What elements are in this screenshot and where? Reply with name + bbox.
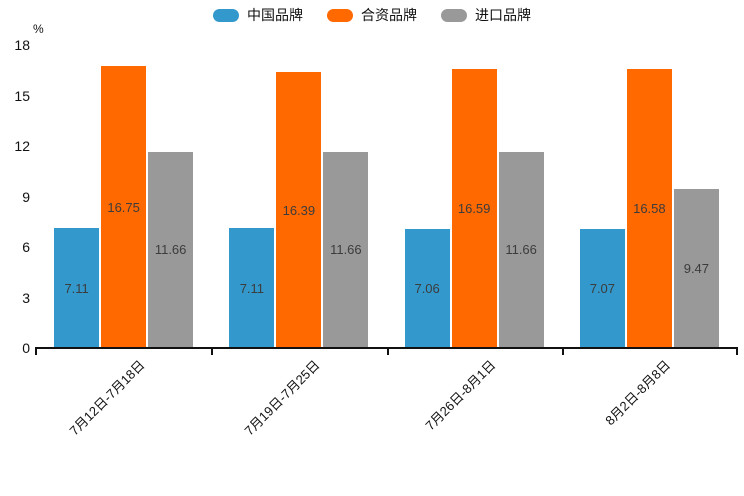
bar-中国品牌-0[interactable]: 7.11 (54, 228, 100, 348)
legend-label: 合资品牌 (361, 7, 417, 23)
bar-合资品牌-1[interactable]: 16.39 (276, 72, 322, 348)
y-tick-label: 18 (14, 37, 30, 53)
x-category-label-0: 7月12日-7月18日 (66, 357, 148, 439)
chart-legend: 中国品牌 合资品牌 进口品牌 (0, 8, 744, 22)
y-tick-label: 6 (22, 239, 30, 255)
x-axis-tick (35, 349, 37, 355)
bar-value-label: 16.39 (282, 202, 316, 218)
plot-area: 7.11 16.75 11.66 7.11 16.39 11.66 7.06 16.59 11.… (36, 45, 737, 348)
x-axis-tick (736, 349, 738, 355)
x-axis-line (35, 347, 738, 349)
bar-group-0: 7.11 16.75 11.66 (36, 45, 211, 348)
x-category-label-2: 7月26日-8月1日 (422, 357, 499, 434)
x-category-label-1: 7月19日-7月25日 (241, 357, 323, 439)
bar-合资品牌-0[interactable]: 16.75 (101, 66, 147, 348)
bar-value-label: 9.47 (683, 260, 710, 276)
bar-value-label: 7.07 (589, 281, 616, 296)
bar-中国品牌-1[interactable]: 7.11 (229, 228, 275, 348)
y-tick-label: 9 (22, 188, 30, 205)
bar-group-3: 7.07 16.58 9.47 (562, 45, 737, 348)
bar-中国品牌-2[interactable]: 7.06 (404, 229, 450, 348)
bar-value-label: 16.59 (457, 200, 491, 216)
legend-label: 进口品牌 (475, 7, 531, 23)
x-axis-tick (561, 349, 564, 355)
bar-value-label: 7.06 (414, 281, 440, 297)
y-tick-label: 3 (22, 289, 30, 306)
bar-value-label: 11.66 (505, 242, 537, 258)
y-tick-label: 12 (14, 138, 30, 154)
bar-value-label: 11.66 (330, 242, 362, 258)
bar-value-label: 16.75 (107, 199, 140, 215)
bar-进口品牌-3[interactable]: 9.47 (673, 188, 719, 348)
legend-label: 中国品牌 (247, 7, 303, 23)
x-axis-tick (386, 349, 389, 355)
legend-swatch-icon (441, 8, 467, 22)
bar-中国品牌-3[interactable]: 7.07 (579, 229, 625, 348)
x-axis-tick (211, 349, 214, 355)
bar-进口品牌-0[interactable]: 11.66 (148, 151, 194, 348)
legend-swatch-icon (327, 8, 353, 22)
bar-value-label: 16.58 (633, 200, 666, 216)
y-axis-unit-label: % (33, 22, 44, 36)
bar-进口品牌-2[interactable]: 11.66 (498, 151, 544, 348)
legend-swatch-icon (213, 8, 239, 22)
y-tick-label: 0 (22, 340, 30, 356)
bar-group-2: 7.06 16.59 11.66 (387, 45, 562, 348)
bar-合资品牌-2[interactable]: 16.59 (451, 68, 497, 348)
legend-item-2[interactable]: 进口品牌 (441, 8, 531, 22)
y-tick-label: 15 (14, 87, 30, 104)
bar-value-label: 7.11 (64, 280, 89, 296)
bar-合资品牌-3[interactable]: 16.58 (626, 68, 672, 348)
bar-value-label: 11.66 (154, 242, 187, 258)
bar-value-label: 7.11 (239, 280, 265, 296)
x-category-label-3: 8月2日-8月8日 (602, 357, 674, 429)
bar-group-1: 7.11 16.39 11.66 (211, 45, 386, 348)
legend-item-1[interactable]: 合资品牌 (327, 8, 417, 22)
legend-item-0[interactable]: 中国品牌 (213, 8, 303, 22)
bar-进口品牌-1[interactable]: 11.66 (323, 151, 369, 348)
